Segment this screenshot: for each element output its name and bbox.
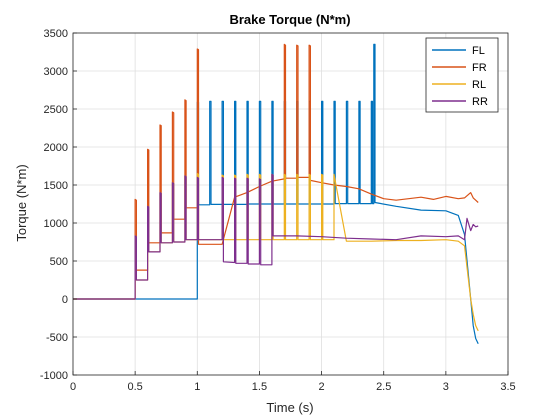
y-tick-label: -500	[46, 332, 68, 344]
x-tick-label: 0	[70, 381, 76, 393]
x-tick-label: 1.5	[252, 381, 267, 393]
x-tick-labels: 0 0.5 1 1.5 2 2.5 3 3.5	[70, 381, 516, 393]
legend-label-fl: FL	[472, 45, 485, 57]
x-tick-label: 3.5	[500, 381, 515, 393]
series-line-rr	[73, 173, 479, 300]
legend: FL FR RL RR	[425, 37, 499, 113]
x-tick-label: 0.5	[127, 381, 142, 393]
x-tick-label: 3	[443, 381, 449, 393]
x-tick-label: 2.5	[376, 381, 391, 393]
y-tick-label: 0	[62, 294, 68, 306]
y-tick-label: 1500	[44, 180, 68, 192]
x-axis-label: Time (s)	[266, 400, 313, 415]
axes-frame	[72, 32, 509, 376]
series-line-fr	[73, 43, 479, 300]
x-tick-label: 1	[194, 381, 200, 393]
y-tick-labels: -1000 -500 0 500 1000 1500 2000 2500 3000 3500	[40, 28, 68, 382]
chart-title: Brake Torque (N*m)	[229, 12, 350, 27]
y-tick-label: 500	[50, 256, 68, 268]
legend-label-rr: RR	[472, 96, 488, 108]
y-tick-label: 2500	[44, 104, 68, 116]
y-tick-label: 3500	[44, 28, 68, 40]
y-tick-label: 1000	[44, 218, 68, 230]
legend-label-fr: FR	[472, 62, 487, 74]
y-tick-label: 3000	[44, 66, 68, 78]
tick-marks	[72, 32, 509, 376]
y-tick-label: -1000	[40, 370, 68, 382]
y-tick-label: 2000	[44, 142, 68, 154]
legend-label-rl: RL	[472, 79, 486, 91]
x-tick-label: 2	[319, 381, 325, 393]
y-axis-label: Torque (N*m)	[14, 164, 29, 241]
series-layer	[73, 43, 479, 345]
